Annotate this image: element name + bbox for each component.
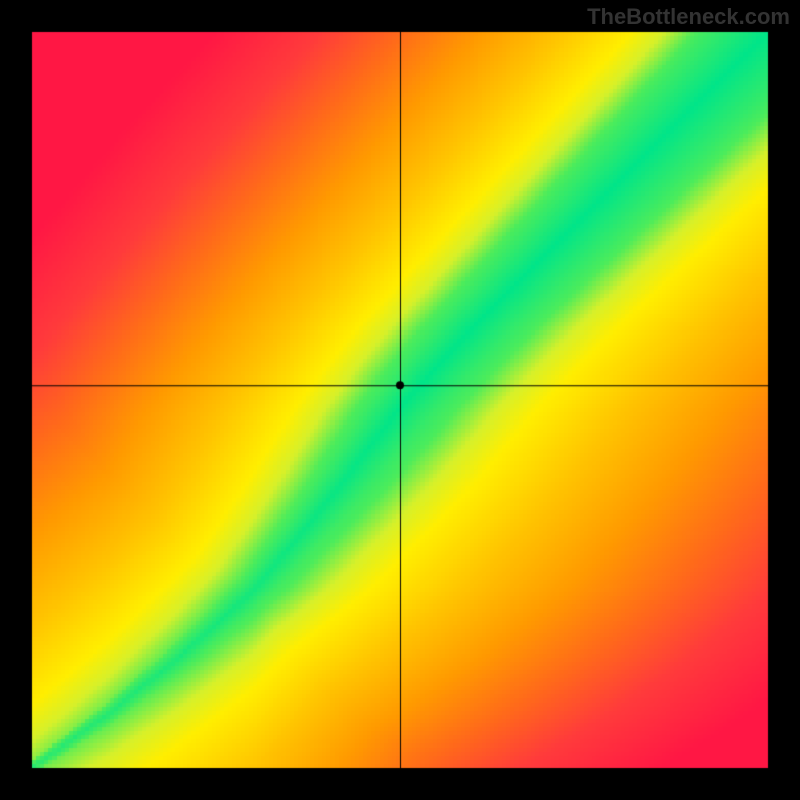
chart-container: TheBottleneck.com	[0, 0, 800, 800]
bottleneck-heatmap	[0, 0, 800, 800]
watermark-text: TheBottleneck.com	[587, 4, 790, 30]
